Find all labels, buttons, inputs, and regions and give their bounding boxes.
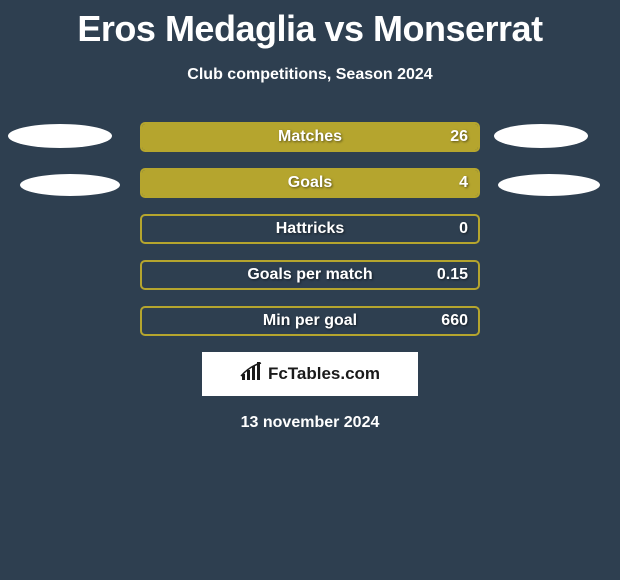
stat-bar: Goals per match0.15 [140,260,480,290]
stat-bar-value: 0 [459,220,468,238]
stat-bar: Matches26 [140,122,480,152]
decorative-ellipse [498,174,600,196]
comparison-chart: Matches26 Goals4 Hattricks0 Goals per match… [0,122,620,336]
decorative-ellipse [494,124,588,148]
decorative-ellipse [20,174,120,196]
logo-text: FcTables.com [268,364,380,384]
decorative-ellipse [8,124,112,148]
page-title: Eros Medaglia vs Monserrat [0,0,620,50]
subtitle-text: Club competitions, Season 2024 [0,66,620,84]
stat-bar: Hattricks0 [140,214,480,244]
stat-bar: Goals4 [140,168,480,198]
stat-bar-label: Matches [142,128,478,146]
logo-box: FcTables.com [202,352,418,396]
stat-bar-label: Min per goal [142,312,478,330]
bar-chart-icon [240,362,264,387]
date-text: 13 november 2024 [0,414,620,432]
stat-bar-label: Goals per match [142,266,478,284]
stat-bar-label: Hattricks [142,220,478,238]
stat-bar: Min per goal660 [140,306,480,336]
stat-bar-value: 0.15 [437,266,468,284]
stat-bar-value: 660 [441,312,468,330]
stat-bar-value: 26 [450,128,468,146]
stat-bar-label: Goals [142,174,478,192]
stat-bar-value: 4 [459,174,468,192]
